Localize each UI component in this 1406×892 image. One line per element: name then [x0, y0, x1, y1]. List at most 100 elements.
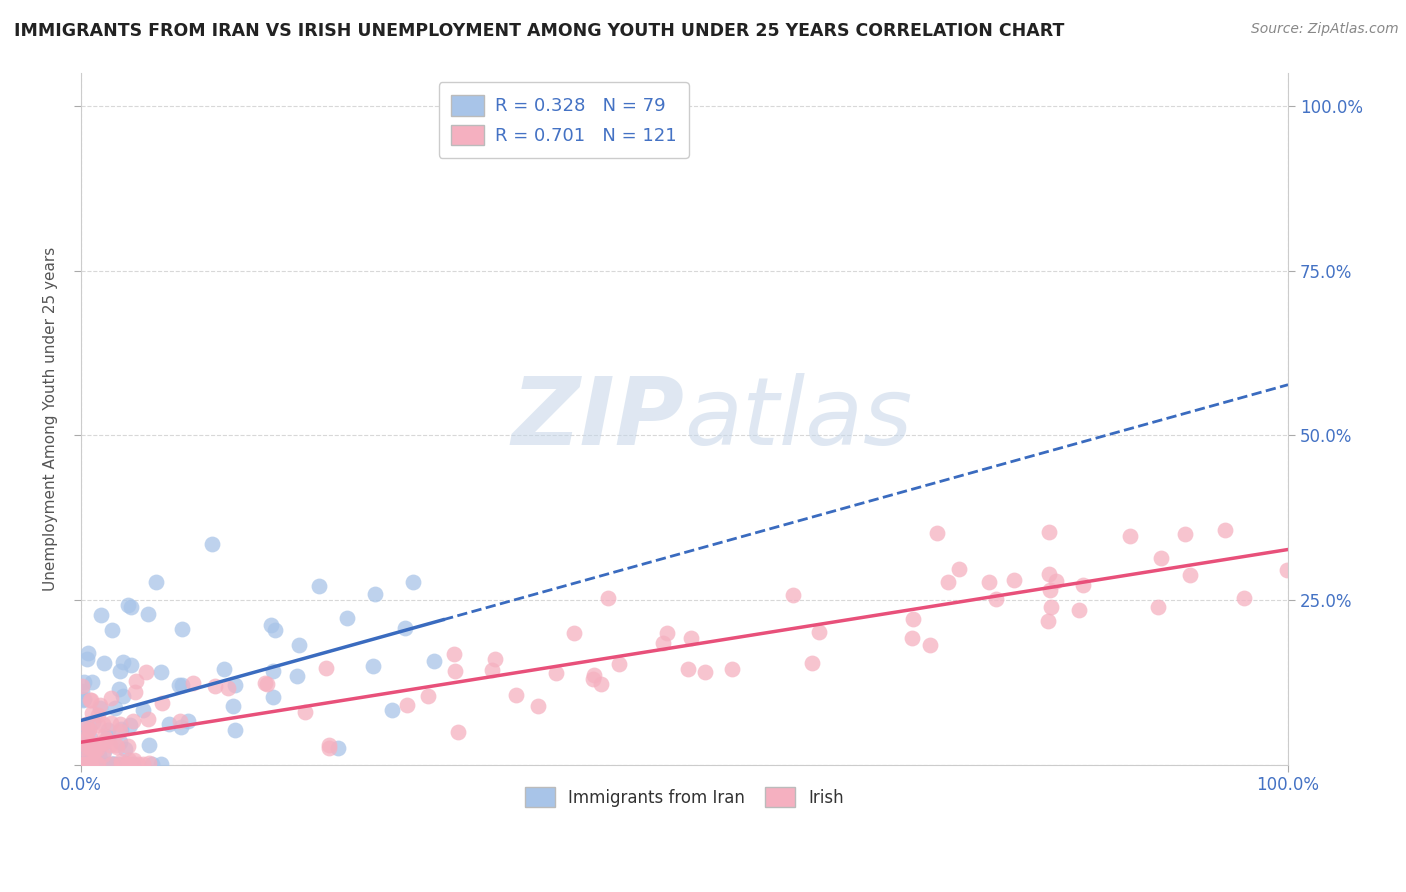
Point — [114, 742, 136, 756]
Point — [98, 738, 121, 752]
Point — [110, 756, 132, 771]
Point — [101, 756, 124, 771]
Point — [138, 738, 160, 752]
Point — [695, 665, 717, 680]
Point — [118, 756, 141, 771]
Point — [97, 723, 120, 738]
Point — [83, 745, 105, 759]
Point — [1002, 573, 1025, 587]
Point — [607, 657, 630, 671]
Point — [72, 732, 94, 747]
Point — [89, 700, 111, 714]
Point — [1233, 591, 1256, 605]
Point — [591, 677, 613, 691]
Point — [260, 617, 283, 632]
Point — [110, 735, 132, 749]
Point — [721, 662, 744, 676]
Point — [103, 756, 125, 771]
Point — [77, 743, 100, 757]
Point — [583, 667, 606, 681]
Point — [80, 743, 103, 757]
Point — [76, 750, 98, 764]
Point — [87, 737, 110, 751]
Point — [91, 716, 114, 731]
Point — [217, 681, 239, 695]
Point — [262, 690, 284, 705]
Point — [138, 756, 160, 770]
Point — [177, 714, 200, 728]
Point — [150, 756, 173, 771]
Point — [657, 626, 679, 640]
Point — [122, 714, 145, 728]
Point — [108, 664, 131, 678]
Point — [1045, 574, 1067, 588]
Point — [149, 665, 172, 680]
Point — [678, 662, 700, 676]
Point — [936, 574, 959, 589]
Point — [294, 705, 316, 719]
Point — [402, 574, 425, 589]
Point — [562, 626, 585, 640]
Point — [108, 717, 131, 731]
Point — [97, 730, 120, 744]
Point — [167, 678, 190, 692]
Point — [100, 716, 122, 731]
Point — [101, 756, 124, 771]
Point — [527, 698, 550, 713]
Point — [394, 621, 416, 635]
Point — [170, 622, 193, 636]
Point — [201, 537, 224, 551]
Point — [110, 754, 132, 768]
Point — [105, 738, 128, 752]
Point — [76, 732, 98, 747]
Point — [224, 678, 246, 692]
Point — [315, 660, 337, 674]
Point — [582, 672, 605, 686]
Point — [1118, 529, 1140, 543]
Point — [80, 706, 103, 721]
Legend: Immigrants from Iran, Irish: Immigrants from Iran, Irish — [516, 779, 852, 815]
Point — [1036, 615, 1059, 629]
Point — [262, 664, 284, 678]
Point — [901, 612, 924, 626]
Point — [395, 698, 418, 712]
Point — [136, 607, 159, 621]
Point — [90, 607, 112, 622]
Point — [807, 624, 830, 639]
Point — [93, 735, 115, 749]
Point — [110, 723, 132, 738]
Point — [79, 693, 101, 707]
Point — [80, 756, 103, 771]
Point — [91, 748, 114, 763]
Point — [927, 526, 949, 541]
Point — [76, 756, 98, 771]
Point — [145, 575, 167, 590]
Point — [87, 718, 110, 732]
Point — [381, 703, 404, 717]
Point — [96, 732, 118, 747]
Point — [121, 756, 143, 771]
Point — [977, 574, 1000, 589]
Point — [131, 756, 153, 771]
Text: Source: ZipAtlas.com: Source: ZipAtlas.com — [1251, 22, 1399, 37]
Point — [335, 611, 357, 625]
Point — [70, 746, 93, 760]
Point — [79, 693, 101, 707]
Point — [1146, 600, 1168, 615]
Point — [288, 638, 311, 652]
Point — [136, 713, 159, 727]
Point — [801, 657, 824, 671]
Point — [1277, 563, 1299, 577]
Point — [76, 652, 98, 666]
Point — [318, 740, 340, 755]
Point — [101, 624, 124, 638]
Point — [70, 729, 93, 743]
Point — [901, 632, 924, 646]
Point — [308, 579, 330, 593]
Point — [264, 624, 287, 638]
Point — [125, 674, 148, 689]
Point — [596, 591, 619, 605]
Point — [679, 631, 702, 645]
Point — [1150, 551, 1173, 566]
Point — [361, 659, 384, 673]
